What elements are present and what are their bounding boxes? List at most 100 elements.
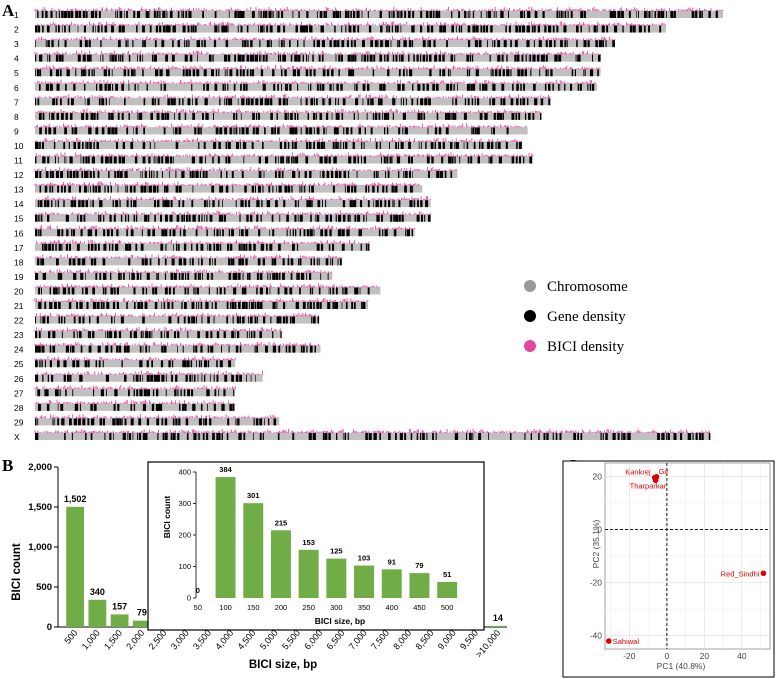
chromosome-bar	[35, 214, 431, 222]
bar-rect	[132, 620, 151, 627]
chromosome-ideogram: 1234567891011121314151617181920212223242…	[14, 6, 724, 442]
gene-density-stripes	[38, 112, 542, 120]
chromosome-track	[34, 326, 282, 339]
chromosome-track	[34, 79, 598, 91]
inset-bar-rect	[409, 573, 430, 598]
chromosome-label: 19	[14, 272, 24, 282]
legend-swatch-chromosome	[524, 280, 536, 292]
chromosome-label: X	[14, 432, 20, 442]
chromosome-bar	[35, 83, 598, 91]
chromosome-label: 22	[14, 316, 24, 326]
gene-density-stripes	[35, 25, 662, 33]
bici-density-spikes	[34, 370, 263, 375]
inset-y-axis-title: BICI count	[162, 496, 172, 539]
chromosome-track	[34, 341, 321, 353]
pca-x-tick-label: 0	[665, 651, 670, 661]
pca-y-tick-label: 0	[597, 524, 602, 534]
bar-category-label: 5,000	[258, 628, 280, 652]
bici-density-spikes	[34, 94, 551, 99]
bici-density-spikes	[34, 283, 380, 288]
chromosome-label: 27	[14, 388, 24, 398]
chromosome-label: 7	[14, 97, 19, 107]
chromosome-bar	[35, 171, 458, 179]
bici-density-spikes	[34, 79, 598, 84]
gene-density-stripes	[35, 360, 232, 368]
chromosome-bar	[35, 229, 415, 237]
pca-scatter-plot: PC2 (35.1%) PC1 (40.8%) -20 0 20 40 -40 -20 0 2…	[562, 460, 775, 678]
bar-category-label: 500	[62, 628, 79, 646]
gene-density-stripes	[35, 418, 277, 426]
chromosome-label: 21	[14, 301, 24, 311]
inset-y-tick-label: 0	[187, 594, 191, 603]
legend-swatch-bici-density	[524, 340, 536, 352]
gene-density-stripes	[35, 229, 413, 237]
bici-density-spikes	[34, 399, 235, 404]
pca-point-label: Red_Sindhi	[721, 569, 760, 578]
chromosome-label: 24	[14, 345, 24, 355]
legend-label-chromosome: Chromosome	[547, 279, 628, 295]
pca-x-tick-label: -20	[623, 651, 636, 661]
inset-bar-category-label: 100	[219, 603, 232, 612]
bar-category-label: 3,000	[169, 628, 191, 652]
chromosome-bar	[35, 127, 528, 135]
gene-density-stripes	[35, 345, 316, 353]
inset-bar-value-label: 384	[219, 465, 232, 474]
chromosome-track	[35, 152, 534, 164]
chromosome-track	[34, 428, 711, 440]
bici-density-spikes	[34, 341, 321, 346]
bar-category-label: 2,500	[147, 628, 169, 652]
gene-density-stripes	[35, 272, 329, 280]
chromosome-track	[34, 6, 724, 18]
bar-category-label: 1,000	[80, 628, 102, 652]
chromosome-bar	[35, 331, 282, 339]
pca-x-tick-label: 20	[700, 651, 710, 661]
chromosome-track	[34, 36, 616, 48]
inset-bar-category-label: 250	[302, 603, 315, 612]
inset-y-tick-label: 400	[178, 468, 191, 477]
gene-density-stripes	[35, 214, 431, 222]
chromosome-track	[34, 385, 236, 397]
chromosome-label: 14	[14, 199, 24, 209]
bar-category-label: 8,500	[414, 628, 436, 652]
chromosome-bar	[35, 432, 711, 440]
bici-density-spikes	[34, 356, 236, 361]
gene-density-stripes	[38, 302, 366, 309]
bici-density-spikes	[34, 108, 542, 113]
chromosome-track	[34, 94, 551, 106]
chromosome-track	[34, 297, 369, 309]
chromosome-bar	[35, 69, 601, 77]
bar-category-label: 7,500	[369, 628, 391, 652]
legend-label-gene-density: Gene density	[547, 309, 626, 325]
inset-bar-value-label: 51	[443, 570, 451, 579]
bici-density-spikes	[34, 65, 601, 70]
inset-bar-value-label: 0	[196, 586, 200, 595]
chromosome-label: 15	[14, 214, 24, 224]
chromosome-track	[34, 312, 320, 324]
gene-density-stripes	[37, 258, 342, 266]
gene-density-stripes	[39, 185, 414, 193]
gene-density-stripes	[35, 141, 522, 149]
bar-category-label: 1,500	[102, 628, 124, 652]
bici-density-spikes	[34, 195, 431, 201]
bar-rect	[88, 599, 107, 627]
chromosome-track	[34, 108, 542, 120]
bici-density-spikes	[34, 210, 431, 215]
inset-bar-category-label: 300	[330, 603, 343, 612]
panel-letter-b: B	[2, 456, 13, 475]
inset-bar-rect	[270, 530, 291, 598]
pca-y-axis-title: PC2 (35.1%)	[591, 520, 601, 569]
chromosome-bar	[35, 316, 320, 324]
chromosome-label: 13	[14, 185, 24, 195]
bar-category-label: 5,500	[280, 628, 302, 652]
bar-y-tick-label: 2,000	[28, 462, 52, 473]
chromosome-bar	[35, 156, 534, 164]
chromosome-label: 11	[14, 156, 23, 166]
bar-rect	[66, 506, 85, 627]
inset-bar-category-label: 350	[358, 603, 371, 612]
gene-density-stripes	[35, 331, 282, 339]
chromosome-bar	[35, 11, 723, 18]
bar-category-label: 6,500	[325, 628, 347, 652]
chromosome-bar	[35, 258, 342, 266]
bici-density-spikes	[34, 254, 343, 259]
gene-density-stripes	[35, 40, 615, 48]
